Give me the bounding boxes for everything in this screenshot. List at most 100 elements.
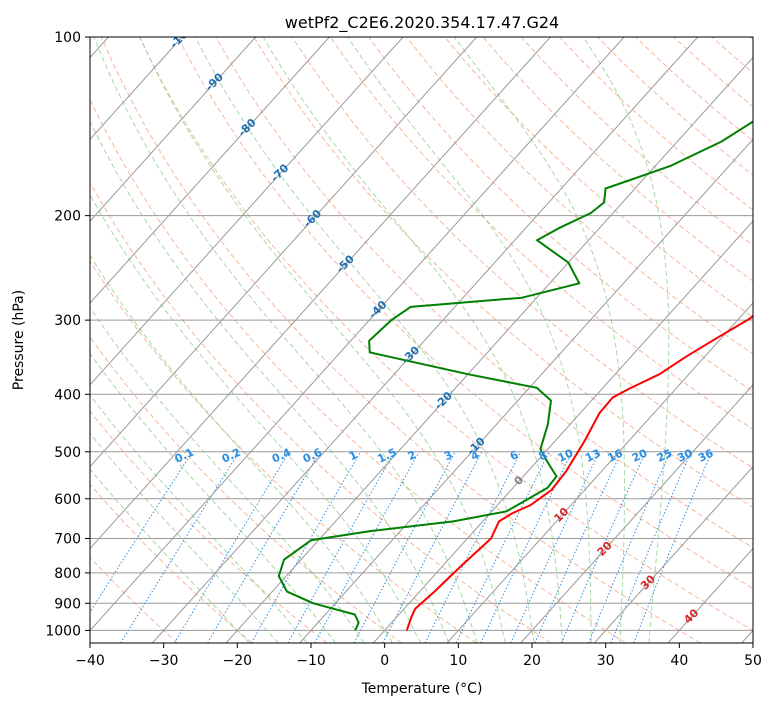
mixing-ratio-line [314, 451, 420, 643]
y-tick-label: 400 [54, 387, 81, 403]
moist-adiabat-line [194, 37, 535, 643]
mixing-ratio-label: 0.1 [173, 446, 196, 466]
mixing-ratio-line [455, 451, 550, 643]
dewpoint-trace [277, 120, 753, 631]
isotherm-gridline [741, 629, 753, 643]
moist-adiabat-line [90, 254, 393, 643]
dry-adiabat-line [90, 336, 402, 643]
plot-frame [89, 36, 754, 644]
skewed-isotherm-gridlines [90, 37, 753, 643]
moist-adiabat-line [90, 119, 450, 643]
isotherm-gridline [299, 138, 753, 643]
isotherm-gridline [90, 37, 257, 222]
dry-adiabat-line [90, 483, 253, 643]
mixing-ratio-label: 25 [655, 447, 674, 465]
x-axis-title: Temperature (°C) [361, 681, 483, 697]
isotherm-gridline [90, 37, 330, 304]
mixing-ratio-label: 3 [442, 448, 454, 463]
moist-adiabats [90, 37, 670, 643]
moist-adiabat-line [582, 37, 670, 643]
mixing-ratio-labels: 0.1 0.2 0.4 0.6 1 1.5 2 3 4 6 8 10 13 16 20 25 30 36 [173, 446, 716, 466]
mixing-ratio-label: 2 [406, 448, 418, 463]
moist-adiabat-line [347, 37, 592, 643]
dry-adiabat-line [90, 98, 626, 643]
mixing-ratio-label: 0.6 [301, 446, 324, 466]
moist-adiabat-line [90, 468, 250, 643]
temperature-trace [405, 314, 753, 631]
mixing-ratio-line [424, 451, 522, 643]
mixing-ratio-line [588, 451, 671, 643]
dry-adiabat-line [139, 37, 753, 631]
isotherm-gridline [151, 37, 699, 643]
mixing-ratio-label: 0.4 [270, 446, 293, 466]
isotherm-gridline [520, 384, 753, 643]
mixing-ratio-label: 13 [583, 447, 602, 465]
dry-adiabat-line [406, 37, 753, 355]
isotherm-gridline [90, 37, 478, 468]
x-tick-label: 0 [380, 653, 389, 669]
y-tick-label: 900 [54, 596, 81, 612]
mixing-ratio-line [610, 451, 692, 643]
y-tick-label: 500 [54, 445, 81, 461]
moist-adiabat-line [139, 37, 507, 643]
chart-title: wetPf2_C2E6.2020.354.17.47.G24 [285, 13, 559, 33]
mixing-ratio-label: 36 [696, 446, 716, 464]
moist-adiabat-line [93, 37, 478, 643]
x-tick-label: 30 [597, 653, 615, 669]
mixing-ratio-label: 0.2 [220, 446, 243, 466]
dry-adiabat-line [90, 410, 328, 643]
dry-adiabat-line [90, 260, 477, 643]
mixing-ratio-line [120, 451, 240, 643]
x-tick-label: −20 [223, 653, 253, 669]
y-tick-label: 700 [54, 532, 81, 548]
dry-adiabat-line [444, 37, 753, 318]
dry-adiabat-line [215, 37, 753, 549]
moist-adiabat-line [262, 37, 564, 643]
isobar-gridlines [90, 37, 753, 631]
x-tick-label: 10 [449, 653, 467, 669]
mixing-ratio-label: 20 [630, 446, 650, 464]
mixing-ratio-line [90, 451, 193, 613]
y-tick-label: 800 [54, 566, 81, 582]
y-tick-label: 200 [54, 209, 81, 225]
dry-adiabat-line [253, 37, 753, 508]
moist-adiabat-line [90, 352, 337, 643]
dry-adiabats [90, 37, 753, 643]
moist-adiabat-line [90, 193, 422, 643]
moist-adiabat-line [90, 432, 279, 643]
mixing-ratio-label: 6 [508, 448, 521, 463]
mixing-ratio-label: 1 [347, 448, 359, 463]
y-tick-label: 300 [54, 313, 81, 329]
isotherm-gridline [372, 220, 753, 643]
isotherm-gridline [593, 465, 753, 643]
isotherm-gridline [90, 37, 625, 632]
moist-adiabat-line [90, 306, 365, 643]
plot-area: -100-90-80-70-60-50-40-30-20-10010203040… [90, 37, 753, 643]
isotherm-gridline [667, 547, 753, 643]
mixing-ratio-line [353, 451, 456, 643]
x-tick-label: −10 [296, 653, 326, 669]
x-tick-label: 40 [670, 653, 688, 669]
mixing-ratio-line [174, 451, 290, 643]
y-tick-label: 100 [54, 30, 81, 46]
dry-adiabat-line [749, 37, 753, 41]
x-tick-label: −30 [149, 653, 179, 669]
mixing-ratio-line [510, 451, 600, 643]
dry-adiabat-line [90, 181, 552, 643]
mixing-ratio-line [561, 451, 647, 643]
dry-adiabat-line [597, 37, 753, 176]
mixing-ratio-label: 30 [675, 446, 695, 464]
mixing-ratio-line [287, 451, 395, 643]
moist-adiabat-line [453, 37, 626, 643]
mixing-ratio-label: 16 [606, 446, 626, 464]
isotherm-gridline [90, 37, 551, 550]
dry-adiabat-line [291, 37, 753, 469]
x-tick-label: 50 [744, 653, 762, 669]
y-axis-title: Pressure (hPa) [11, 290, 27, 390]
isotherm-gridline [90, 37, 404, 386]
isotherm-gridline [446, 302, 753, 643]
sounding-traces [277, 120, 753, 631]
y-tick-label: 1000 [45, 623, 81, 639]
